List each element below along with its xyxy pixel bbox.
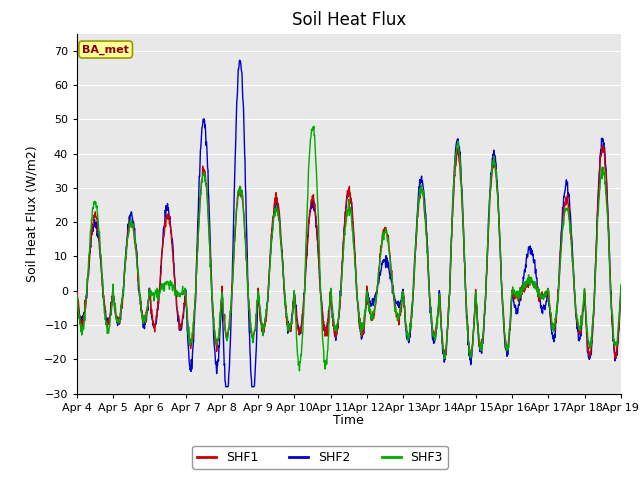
SHF2 (505, 336, 513, 342)
Line: SHF2: SHF2 (77, 60, 621, 387)
SHF3 (553, 309, 561, 314)
SHF2 (194, 219, 202, 225)
SHF3 (310, 123, 317, 129)
SHF2 (617, 289, 625, 295)
SHF2 (434, 313, 442, 319)
SHF1 (73, 288, 81, 294)
Title: Soil Heat Flux: Soil Heat Flux (292, 11, 406, 29)
SHF1 (598, 143, 606, 148)
Y-axis label: Soil Heat Flux (W/m2): Soil Heat Flux (W/m2) (26, 145, 38, 282)
SHF2 (236, 57, 244, 63)
SHF3 (255, 297, 262, 303)
SHF1 (433, 315, 441, 321)
SHF1 (255, 293, 262, 299)
SHF2 (222, 384, 230, 390)
SHF3 (194, 249, 202, 254)
SHF1 (180, 302, 188, 308)
SHF3 (505, 339, 513, 345)
SHF3 (434, 307, 442, 312)
Text: BA_met: BA_met (82, 44, 129, 55)
SHF3 (296, 368, 303, 374)
SHF3 (180, 288, 188, 294)
Line: SHF1: SHF1 (77, 145, 621, 358)
SHF2 (255, 303, 263, 309)
X-axis label: Time: Time (333, 414, 364, 427)
SHF2 (73, 288, 81, 294)
SHF2 (180, 301, 188, 307)
SHF1 (611, 355, 619, 361)
Line: SHF3: SHF3 (77, 126, 621, 371)
SHF3 (73, 292, 81, 298)
SHF2 (553, 308, 561, 313)
SHF1 (504, 343, 512, 348)
SHF1 (552, 314, 560, 320)
SHF1 (194, 242, 202, 248)
Legend: SHF1, SHF2, SHF3: SHF1, SHF2, SHF3 (192, 446, 448, 469)
SHF1 (617, 284, 625, 290)
SHF3 (617, 282, 625, 288)
